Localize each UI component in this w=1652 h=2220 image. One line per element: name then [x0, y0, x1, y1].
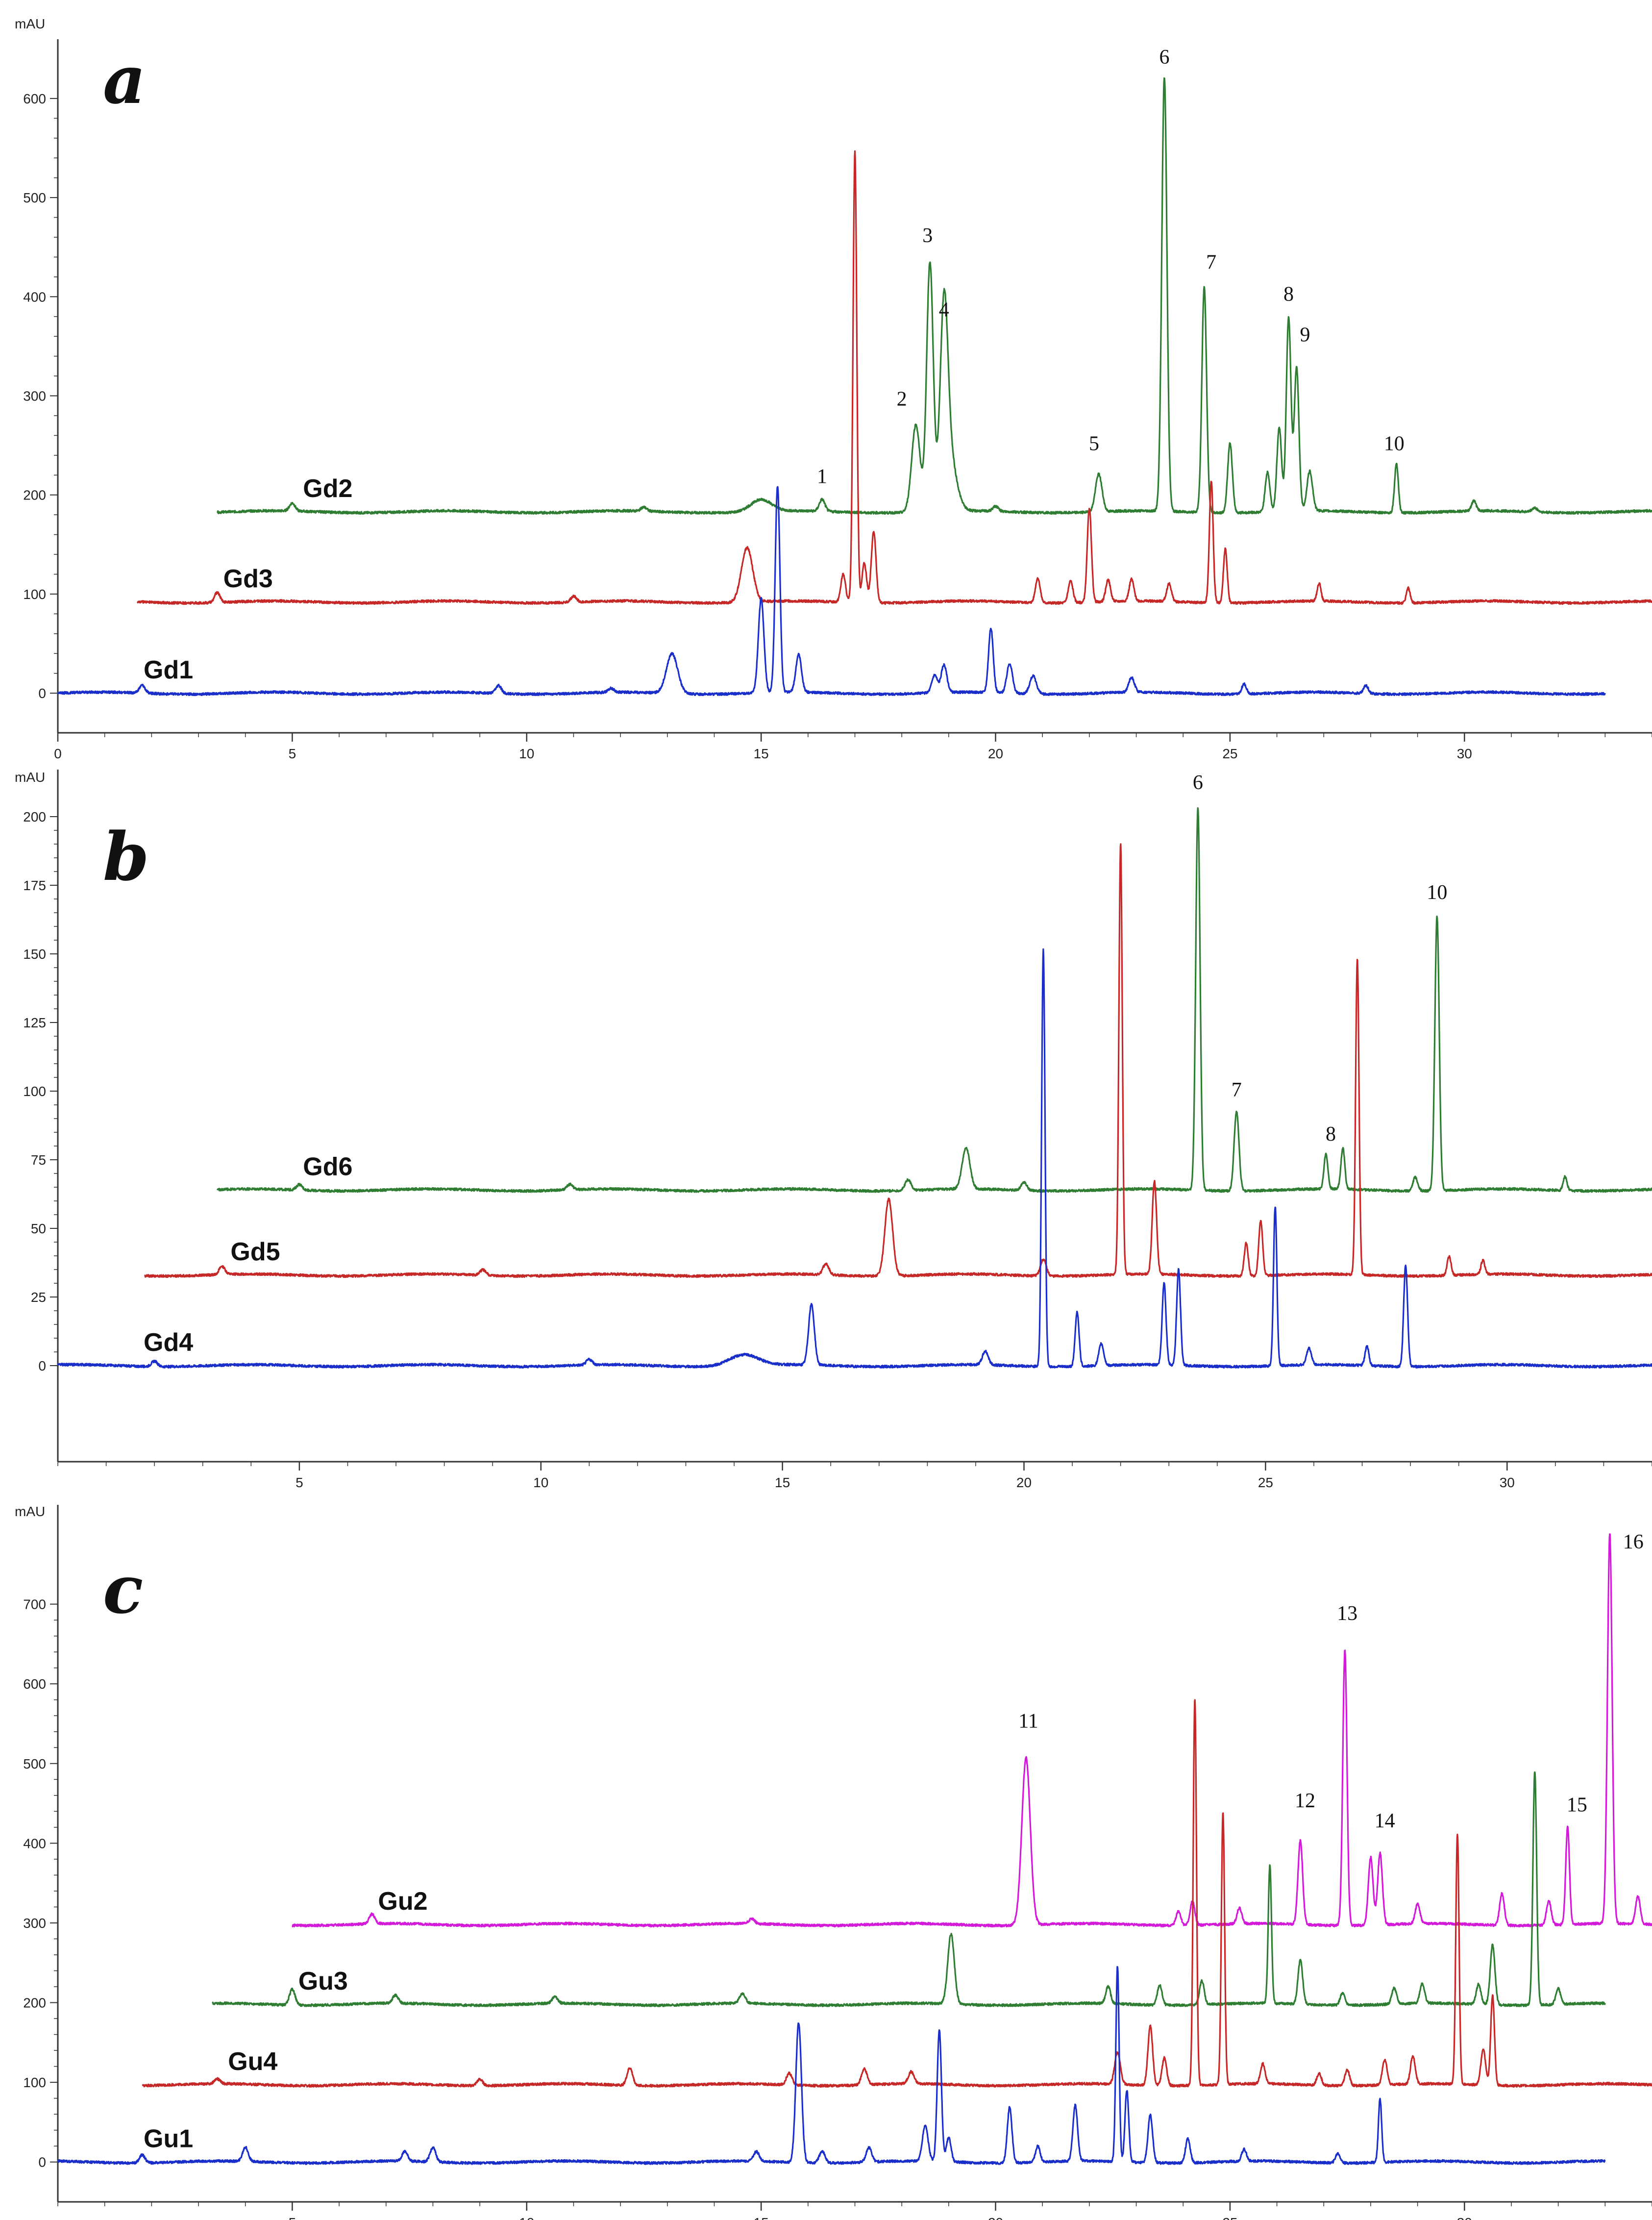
- series-label-gd6: Gd6: [303, 1153, 352, 1181]
- series-label-gu3: Gu3: [298, 1967, 348, 1996]
- panel-b-y-tick-label: 75: [31, 1152, 46, 1168]
- trace-gd6: [216, 807, 1652, 1193]
- panel-b-y-tick-label: 175: [23, 878, 46, 893]
- panel-a-x-tick-label: 0: [54, 746, 62, 761]
- panel-a-x-tick-label: 10: [519, 746, 534, 761]
- panel-letter-b: b: [103, 818, 149, 896]
- peak-label-4: 4: [939, 299, 949, 322]
- panel-b-y-tick-label: 200: [23, 809, 46, 824]
- panel-a-y-tick-label: 600: [23, 91, 46, 106]
- peak-label-7: 7: [1232, 1079, 1242, 1101]
- panel-a-x-tick-label: 25: [1222, 746, 1237, 761]
- trace-gd1: [57, 486, 1606, 697]
- trace-gd2: [217, 77, 1652, 515]
- panel-b-y-tick-label: 150: [23, 947, 46, 962]
- series-label-gd3: Gd3: [223, 565, 273, 593]
- peak-label-3: 3: [922, 224, 933, 247]
- panel-a-y-tick-label: 300: [23, 389, 46, 404]
- panel-a-y-tick-label: 500: [23, 190, 46, 205]
- peak-label-6: 6: [1193, 772, 1203, 794]
- peak-label-13: 13: [1337, 1602, 1357, 1625]
- panel-b-y-tick-label: 25: [31, 1290, 46, 1305]
- panel-letter-c: c: [103, 1550, 143, 1628]
- panel-b-y-tick-label: 0: [38, 1358, 46, 1373]
- peak-label-2: 2: [897, 388, 907, 411]
- panel-a-y-unit: mAU: [15, 16, 45, 31]
- trace-gu1: [57, 1966, 1606, 2165]
- series-label-gu2: Gu2: [378, 1887, 427, 1916]
- panel-a-y-tick-label: 100: [23, 587, 46, 602]
- panel-a-y-tick-label: 400: [23, 289, 46, 304]
- panel-c-y-tick-label: 700: [23, 1597, 46, 1612]
- panel-a-x-tick-label: 30: [1457, 746, 1472, 761]
- peak-label-15: 15: [1567, 1794, 1587, 1816]
- panel-c-x-tick-label: 5: [289, 2215, 296, 2220]
- peak-label-6: 6: [1159, 46, 1169, 69]
- peak-label-11: 11: [1018, 1710, 1038, 1733]
- trace-gd3: [137, 150, 1652, 605]
- panel-a-y-tick-label: 200: [23, 488, 46, 503]
- panel-a-y-tick-label: 0: [38, 686, 46, 701]
- panel-c-y-tick-label: 600: [23, 1676, 46, 1692]
- series-label-gu4: Gu4: [228, 2047, 277, 2076]
- panel-c-y-tick-label: 200: [23, 1996, 46, 2011]
- panel-letter-a: a: [103, 41, 146, 119]
- trace-gu3: [212, 1771, 1606, 2007]
- panel-c-x-tick-label: 20: [988, 2215, 1003, 2220]
- panel-c-x-tick-label: 15: [754, 2215, 769, 2220]
- panel-b-x-tick-label: 10: [533, 1475, 548, 1490]
- peak-label-8: 8: [1326, 1123, 1336, 1146]
- panel-c-y-tick-label: 100: [23, 2075, 46, 2090]
- peak-label-10: 10: [1427, 881, 1447, 904]
- panel-c-x-tick-label: 25: [1222, 2215, 1237, 2220]
- panel-b-y-tick-label: 50: [31, 1221, 46, 1236]
- peak-label-12: 12: [1295, 1790, 1315, 1812]
- peak-label-1: 1: [817, 465, 827, 488]
- trace-gu2: [292, 1533, 1652, 1928]
- trace-gd4: [57, 948, 1652, 1369]
- peak-label-16: 16: [1623, 1531, 1644, 1553]
- panel-c-y-tick-label: 0: [38, 2155, 46, 2170]
- panel-a-x-tick-label: 5: [289, 746, 296, 761]
- panel-b-x-tick-label: 5: [296, 1475, 303, 1490]
- panel-c-y-unit: mAU: [15, 1504, 45, 1519]
- peak-label-5: 5: [1089, 433, 1099, 455]
- panel-c-x-tick-label: 10: [519, 2215, 534, 2220]
- panel-b-y-tick-label: 100: [23, 1084, 46, 1099]
- panel-b-x-tick-label: 25: [1258, 1475, 1273, 1490]
- trace-gu4: [142, 1699, 1652, 2088]
- panel-b-x-tick-label: 15: [775, 1475, 790, 1490]
- panel-a-x-tick-label: 20: [988, 746, 1003, 761]
- panel-c-y-tick-label: 300: [23, 1916, 46, 1931]
- peak-label-7: 7: [1206, 251, 1216, 274]
- panel-c-y-tick-label: 400: [23, 1836, 46, 1851]
- series-label-gd5: Gd5: [230, 1238, 280, 1266]
- peak-label-9: 9: [1300, 324, 1310, 346]
- series-label-gd2: Gd2: [303, 474, 352, 503]
- panel-a-x-tick-label: 15: [754, 746, 769, 761]
- panel-c-y-tick-label: 500: [23, 1756, 46, 1771]
- peak-label-14: 14: [1375, 1810, 1395, 1832]
- peak-label-8: 8: [1283, 283, 1294, 305]
- peak-label-10: 10: [1384, 433, 1405, 455]
- series-label-gd4: Gd4: [144, 1328, 193, 1357]
- trace-gd5: [144, 843, 1652, 1278]
- series-label-gd1: Gd1: [144, 656, 193, 684]
- panel-b-y-unit: mAU: [15, 770, 45, 785]
- panel-b-x-tick-label: 20: [1016, 1475, 1032, 1490]
- panel-b-y-tick-label: 125: [23, 1015, 46, 1030]
- series-label-gu1: Gu1: [144, 2125, 193, 2153]
- panel-c-x-tick-label: 30: [1457, 2215, 1472, 2220]
- panel-b-x-tick-label: 30: [1500, 1475, 1515, 1490]
